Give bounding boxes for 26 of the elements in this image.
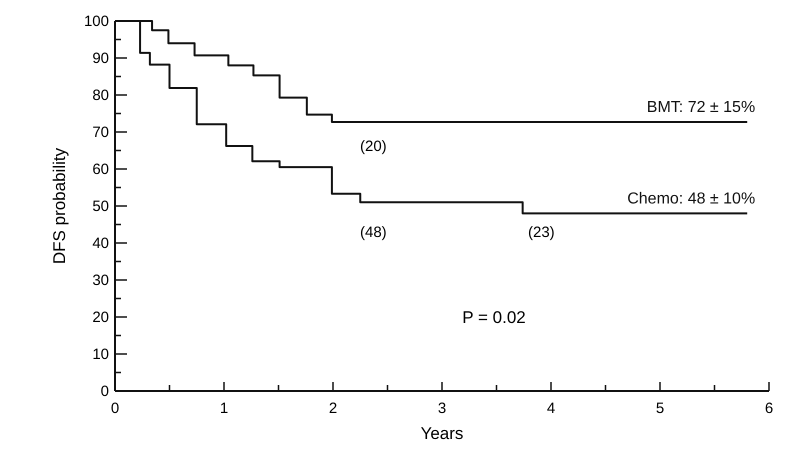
- x-tick-label: 4: [546, 400, 556, 417]
- annotation: (48): [360, 224, 387, 241]
- y-axis-title: DFS probability: [50, 147, 69, 264]
- y-tick-label: 10: [92, 346, 109, 363]
- annotation: (20): [360, 138, 387, 155]
- y-tick-label: 50: [92, 198, 109, 215]
- x-tick-label: 1: [220, 400, 228, 417]
- y-tick-label: 80: [92, 87, 109, 104]
- x-tick-label: 2: [328, 400, 338, 417]
- x-tick-label: 0: [110, 400, 120, 417]
- y-tick-label: 40: [92, 235, 109, 252]
- y-tick-label: 30: [92, 272, 109, 289]
- y-tick-label: 0: [100, 383, 109, 400]
- y-tick-label: 20: [92, 309, 109, 326]
- y-tick-label: 90: [92, 50, 109, 67]
- series-label: BMT: 72 ± 15%: [646, 99, 756, 116]
- x-axis-title: Years: [420, 424, 464, 443]
- y-tick-label: 60: [92, 161, 109, 178]
- x-tick-label: 3: [438, 400, 446, 417]
- series-label: Chemo: 48 ± 10%: [627, 190, 756, 208]
- annotation: P = 0.02: [462, 308, 526, 327]
- annotation: (23): [528, 224, 555, 241]
- y-tick-label: 70: [92, 124, 109, 141]
- x-tick-label: 6: [764, 400, 774, 417]
- x-tick-label: 5: [656, 400, 664, 417]
- y-tick-label: 100: [84, 13, 109, 30]
